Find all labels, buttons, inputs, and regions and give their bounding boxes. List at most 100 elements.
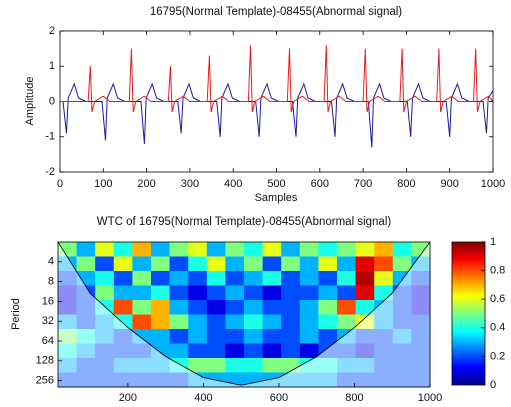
y-tick-label: -2 <box>45 166 55 178</box>
coherence-cell <box>337 300 357 315</box>
coherence-cell <box>132 314 152 330</box>
y-tick-label: -1 <box>45 131 55 143</box>
coherence-cell <box>355 242 375 257</box>
colorbar-tick-label: 0.4 <box>490 322 505 334</box>
coherence-cell <box>299 285 319 301</box>
coherence-cell <box>374 242 394 257</box>
colorbar-tick-label: 0.6 <box>490 293 505 305</box>
coherence-cell <box>206 314 226 330</box>
coherence-cell <box>95 256 115 272</box>
coherence-cell <box>392 242 412 257</box>
coherence-cell <box>355 285 375 301</box>
coherence-cell <box>225 285 245 301</box>
coherence-cell <box>188 285 208 301</box>
y-axis-label: Period <box>10 298 22 330</box>
coherence-cell <box>337 256 357 272</box>
x-tick-label: 700 <box>354 178 372 190</box>
coherence-cell <box>169 343 189 359</box>
x-tick-label: 100 <box>94 178 112 190</box>
coherence-cell <box>355 300 375 315</box>
coherence-cell <box>281 271 301 286</box>
coherence-cell <box>225 329 245 344</box>
coherence-cell <box>318 256 338 272</box>
coherence-cell <box>299 314 319 330</box>
coherence-cell <box>318 314 338 330</box>
coherence-cell <box>151 314 171 330</box>
coherence-cell <box>392 256 412 272</box>
coherence-cell <box>169 300 189 315</box>
coherence-cell <box>151 300 171 315</box>
colorbar-tick-label: 0.8 <box>490 265 505 277</box>
coherence-cell <box>281 343 301 359</box>
coherence-cell <box>132 285 152 301</box>
coherence-cell <box>299 242 319 257</box>
x-tick-label: 500 <box>267 178 285 190</box>
coherence-cell <box>169 285 189 301</box>
coherence-cell <box>169 256 189 272</box>
coherence-cell <box>95 242 115 257</box>
coherence-cell <box>262 242 282 257</box>
coherence-cell <box>151 256 171 272</box>
x-tick-label: 400 <box>224 178 242 190</box>
coherence-cell <box>244 358 264 373</box>
coherence-cell <box>188 314 208 330</box>
x-tick-label: 900 <box>441 178 459 190</box>
coherence-cell <box>113 300 133 315</box>
colorbar-tick-label: 0.2 <box>490 350 505 362</box>
coherence-cell <box>206 329 226 344</box>
coherence-cell <box>318 285 338 301</box>
chart-title: WTC of 16795(Normal Template)-08455(Abno… <box>97 216 392 228</box>
x-tick-label: 300 <box>181 178 199 190</box>
coherence-cell <box>244 271 264 286</box>
colorbar-tick-label: 0 <box>490 379 496 391</box>
coherence-cell <box>206 285 226 301</box>
coherence-cell <box>337 271 357 286</box>
colorbar <box>451 241 486 386</box>
coherence-cell <box>206 358 226 373</box>
coherence-cell <box>244 256 264 272</box>
coherence-cell <box>132 256 152 272</box>
coherence-cell <box>299 329 319 344</box>
plot-frame <box>57 241 431 388</box>
coherence-cell <box>262 329 282 344</box>
coherence-cell <box>281 314 301 330</box>
coherence-cell <box>318 242 338 257</box>
x-tick-label: 200 <box>137 178 155 190</box>
coherence-cell <box>188 329 208 344</box>
coherence-cell <box>206 271 226 286</box>
coherence-cell <box>281 329 301 344</box>
coherence-cell <box>151 329 171 344</box>
coherence-cell <box>262 271 282 286</box>
y-tick-label: 1 <box>49 60 55 72</box>
coherence-cell <box>188 343 208 359</box>
coherence-cell <box>225 314 245 330</box>
coherence-cell <box>337 242 357 257</box>
coherence-cell <box>206 242 226 257</box>
y-tick-label: 16 <box>42 295 54 307</box>
coherence-cell <box>225 242 245 257</box>
coherence-cell <box>169 329 189 344</box>
coherence-cell <box>355 256 375 272</box>
coherence-cell <box>262 285 282 301</box>
coherence-cell <box>299 343 319 359</box>
coherence-cell <box>244 300 264 315</box>
coherence-cell <box>337 314 357 330</box>
x-tick-label: 0 <box>57 178 63 190</box>
coherence-cell <box>318 271 338 286</box>
coherence-cell <box>95 271 115 286</box>
x-tick-label: 800 <box>345 392 363 404</box>
coherence-cell <box>169 314 189 330</box>
coherence-cell <box>299 256 319 272</box>
coherence-cell <box>244 314 264 330</box>
coi-shade <box>58 242 430 387</box>
coherence-cell <box>95 285 115 301</box>
coherence-cell <box>262 314 282 330</box>
coi-line <box>58 242 430 386</box>
coherence-cell <box>225 256 245 272</box>
coherence-cell <box>244 329 264 344</box>
y-tick-label: 8 <box>48 276 54 288</box>
coherence-cell <box>206 256 226 272</box>
y-tick-label: 128 <box>36 355 54 367</box>
coherence-cell <box>76 256 96 272</box>
coherence-cell <box>206 300 226 315</box>
